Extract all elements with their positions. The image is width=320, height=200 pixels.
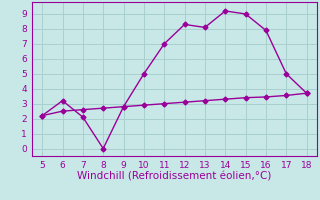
X-axis label: Windchill (Refroidissement éolien,°C): Windchill (Refroidissement éolien,°C): [77, 171, 272, 181]
